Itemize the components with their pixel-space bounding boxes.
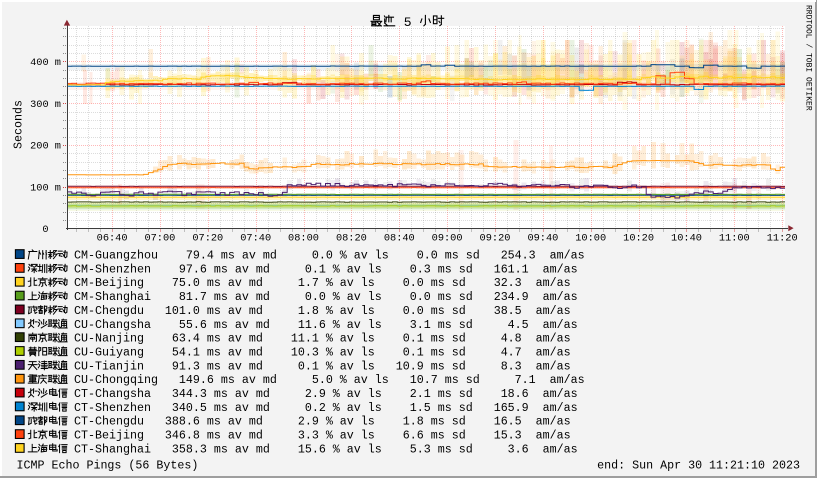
svg-text:09:20: 09:20 (480, 232, 511, 244)
svg-text:09:00: 09:00 (432, 232, 463, 244)
svg-text:10:40: 10:40 (671, 232, 702, 244)
svg-text:09:40: 09:40 (527, 232, 558, 244)
svg-text:07:40: 07:40 (240, 232, 271, 244)
svg-text:CM-Shanghai 81.7 ms av md: CM-Shanghai 81.7 ms av md 0.0 % av ls 0.… (74, 290, 578, 304)
svg-text:300 m: 300 m (30, 99, 61, 111)
svg-text:CU-Nanjing 63.4 ms av md: CU-Nanjing 63.4 ms av md 11.1 % av ls 0.… (74, 332, 571, 346)
svg-text:08:40: 08:40 (384, 232, 415, 244)
svg-text:11:00: 11:00 (719, 232, 750, 244)
svg-text:0: 0 (42, 224, 48, 236)
svg-text:400 m: 400 m (30, 57, 61, 69)
svg-text:CM-Shenzhen 97.6 ms av md: CM-Shenzhen 97.6 ms av md 0.1 % av ls 0.… (74, 262, 578, 276)
svg-text:CM-Guangzhou 79.4 ms av md: CM-Guangzhou 79.4 ms av md 0.0 % av ls 0… (74, 249, 585, 263)
svg-text:CT-Shanghai 358.3 ms av md: CT-Shanghai 358.3 ms av md 15.6 % av ls … (74, 442, 578, 456)
svg-text:CU-Guiyang 54.1 ms av md: CU-Guiyang 54.1 ms av md 10.3 % av ls 0.… (74, 345, 571, 359)
svg-text:end: Sun Apr 30 11:21:10 2023: end: Sun Apr 30 11:21:10 2023 (597, 458, 800, 472)
svg-text:RRDTOOL / TOBI OETIKER: RRDTOOL / TOBI OETIKER (804, 5, 813, 111)
svg-text:5: 5 (404, 15, 412, 30)
svg-text:CU-Chongqing 149.6 ms av md: CU-Chongqing 149.6 ms av md 5.0 % av ls … (74, 373, 585, 387)
svg-text:08:20: 08:20 (336, 232, 367, 244)
svg-text:07:00: 07:00 (144, 232, 175, 244)
svg-text:CT-Chengdu 388.6 ms av md: CT-Chengdu 388.6 ms av md 2.9 % av ls 1.… (74, 415, 571, 429)
svg-text:ICMP Echo Pings (56 Bytes): ICMP Echo Pings (56 Bytes) (17, 458, 199, 472)
svg-text:200 m: 200 m (30, 141, 61, 153)
svg-text:06:40: 06:40 (97, 232, 128, 244)
svg-text:CM-Chengdu 101.0 ms av md: CM-Chengdu 101.0 ms av md 1.8 % av ls 0.… (74, 304, 571, 318)
svg-text:100 m: 100 m (30, 182, 61, 194)
svg-text:10:20: 10:20 (623, 232, 654, 244)
svg-text:CM-Beijing 75.0 ms av md: CM-Beijing 75.0 ms av md 1.7 % av ls 0.0… (74, 276, 571, 290)
svg-text:08:00: 08:00 (288, 232, 319, 244)
svg-text:10:00: 10:00 (575, 232, 606, 244)
svg-text:CT-Shenzhen 340.5 ms av md: CT-Shenzhen 340.5 ms av md 0.2 % av ls 1… (74, 401, 578, 415)
svg-text:CT-Changsha 344.3 ms av md: CT-Changsha 344.3 ms av md 2.9 % av ls 2… (74, 387, 578, 401)
svg-text:Seconds: Seconds (12, 100, 26, 149)
svg-text:11:20: 11:20 (767, 232, 798, 244)
svg-text:CU-Tianjin 91.3 ms av md: CU-Tianjin 91.3 ms av md 0.1 % av ls 10.… (74, 359, 571, 373)
svg-text:07:20: 07:20 (192, 232, 223, 244)
svg-text:CU-Changsha 55.6 ms av md: CU-Changsha 55.6 ms av md 11.6 % av ls 3… (74, 318, 578, 332)
svg-text:CT-Beijing 346.8 ms av md: CT-Beijing 346.8 ms av md 3.3 % av ls 6.… (74, 429, 571, 443)
